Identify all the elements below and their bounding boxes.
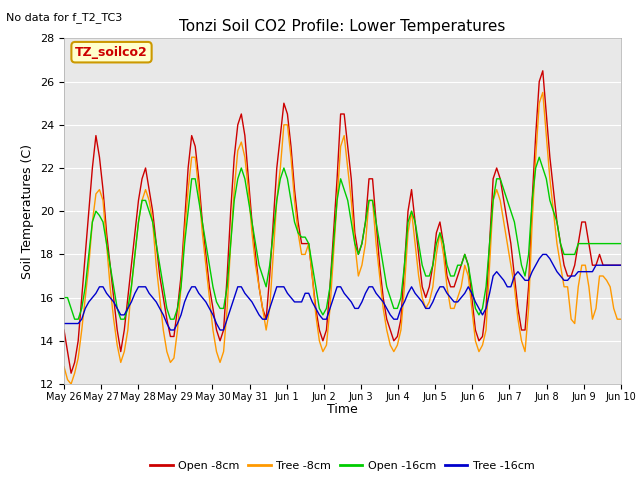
Text: No data for f_T2_TC3: No data for f_T2_TC3 — [6, 12, 123, 23]
Text: TZ_soilco2: TZ_soilco2 — [75, 46, 148, 59]
X-axis label: Time: Time — [327, 403, 358, 416]
Legend: Open -8cm, Tree -8cm, Open -16cm, Tree -16cm: Open -8cm, Tree -8cm, Open -16cm, Tree -… — [146, 456, 539, 475]
Title: Tonzi Soil CO2 Profile: Lower Temperatures: Tonzi Soil CO2 Profile: Lower Temperatur… — [179, 20, 506, 35]
Y-axis label: Soil Temperatures (C): Soil Temperatures (C) — [22, 144, 35, 279]
